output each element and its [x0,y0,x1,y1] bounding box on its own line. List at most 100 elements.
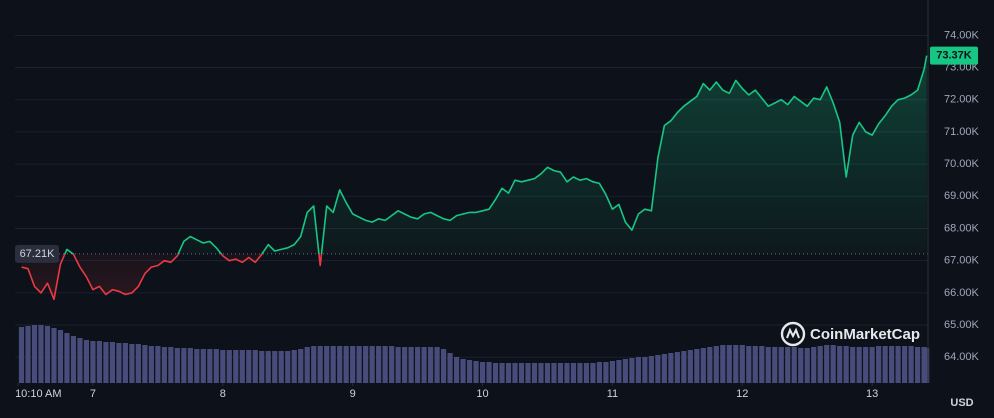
volume-bar [674,352,680,383]
volume-bar [609,361,616,383]
volume-bar [330,346,336,383]
volume-bar [720,345,726,383]
x-tick-label: 11 [607,388,618,400]
volume-bar [785,347,791,383]
volume-bar [726,345,732,383]
volume-bar [129,344,135,383]
volume-bar [18,327,25,383]
volume-bar [161,347,167,383]
watermark-logo [780,321,806,347]
volume-bar [148,346,154,383]
volume-bar [739,345,745,383]
volume-bar [187,348,193,383]
volume-bar [38,325,44,383]
volume-bar [421,347,427,383]
volume-bar [25,326,31,383]
volume-bar [415,347,421,383]
volume-bar [759,346,765,383]
volume-bar [668,353,674,383]
volume-bar [843,346,849,383]
volume-bar [285,351,291,383]
volume-bar [447,353,453,383]
volume-bar [408,347,414,383]
volume-bar [272,351,278,383]
volume-bar [220,350,226,383]
volume-bar [466,360,473,383]
volume-bar [681,351,687,383]
volume-bar [31,325,38,383]
volume-bar [492,363,499,383]
volume-bar [837,346,843,383]
volume-bar [765,347,771,383]
volume-bar [583,363,590,383]
y-tick-label: 65.00K [944,319,980,331]
x-tick-label: 12 [736,388,748,400]
volume-bar [116,343,122,383]
volume-bar [343,346,349,383]
volume-bar [174,348,180,383]
price-area [21,55,927,300]
volume-bar [298,349,304,383]
volume-bar [817,346,823,383]
volume-bar [629,358,635,383]
x-tick-label: 8 [220,388,226,400]
volume-bar [622,359,628,383]
volume-bar [512,363,518,383]
labels: 64.00K 65.00K 66.00K 67.00K 68.00K 69.00K 70.0… [15,29,980,400]
volume-bar [246,350,252,383]
y-tick-label: 71.00K [944,126,980,138]
volume-bar [382,346,388,383]
volume-bar [473,361,479,383]
volume-bar [239,350,245,383]
volume-bar [811,347,817,383]
volume-bar [505,363,512,383]
last-price-label: 73.37K [936,50,972,62]
y-tick-label: 70.00K [944,158,980,170]
y-tick-label: 66.00K [944,287,980,299]
volume-bar [518,363,525,383]
watermark-text: CoinMarketCap [810,326,920,343]
volume-bar [460,359,466,383]
volume-bar [713,346,719,383]
volume-bar [642,357,648,383]
volume-bar [882,346,888,383]
volume-bar [304,347,310,383]
volume-bar [265,351,271,383]
volume-bar [317,346,323,383]
x-tick-label: 7 [90,388,96,400]
volume-bar [850,347,856,383]
volume-bar [440,349,447,383]
volume-bar [207,349,213,383]
volume-bar [168,347,174,383]
baseline-label: 67.21K [20,248,56,260]
y-tick-label: 68.00K [944,222,980,234]
y-tick-label: 74.00K [944,29,980,41]
volume-bar [635,357,641,383]
volume-bar [856,347,862,383]
y-tick-label: 67.00K [944,255,980,267]
volume-bar [876,346,882,383]
volume-bar [772,347,778,383]
currency-label: USD [950,397,973,409]
watermark: CoinMarketCap [780,321,920,347]
volume-bar [531,363,538,383]
volume-bar [804,348,810,383]
volume-bar [538,363,544,383]
watermark-logo-mark [786,327,800,339]
volume-bar [655,355,661,383]
volume-bar [389,346,395,383]
volume-bar [252,350,258,383]
volume-bar [700,348,706,383]
volume-bar [77,338,83,383]
volume-bar [51,328,57,383]
volume-bar [200,349,206,383]
volume-bar [363,346,369,383]
volume-bar [590,363,596,383]
volume-bar [924,348,930,383]
volume-bar [64,333,70,383]
x-tick-label: 10:10 AM [15,388,61,400]
volume-bar [648,356,654,383]
volume-bar [109,342,116,383]
volume-bar [798,348,804,383]
